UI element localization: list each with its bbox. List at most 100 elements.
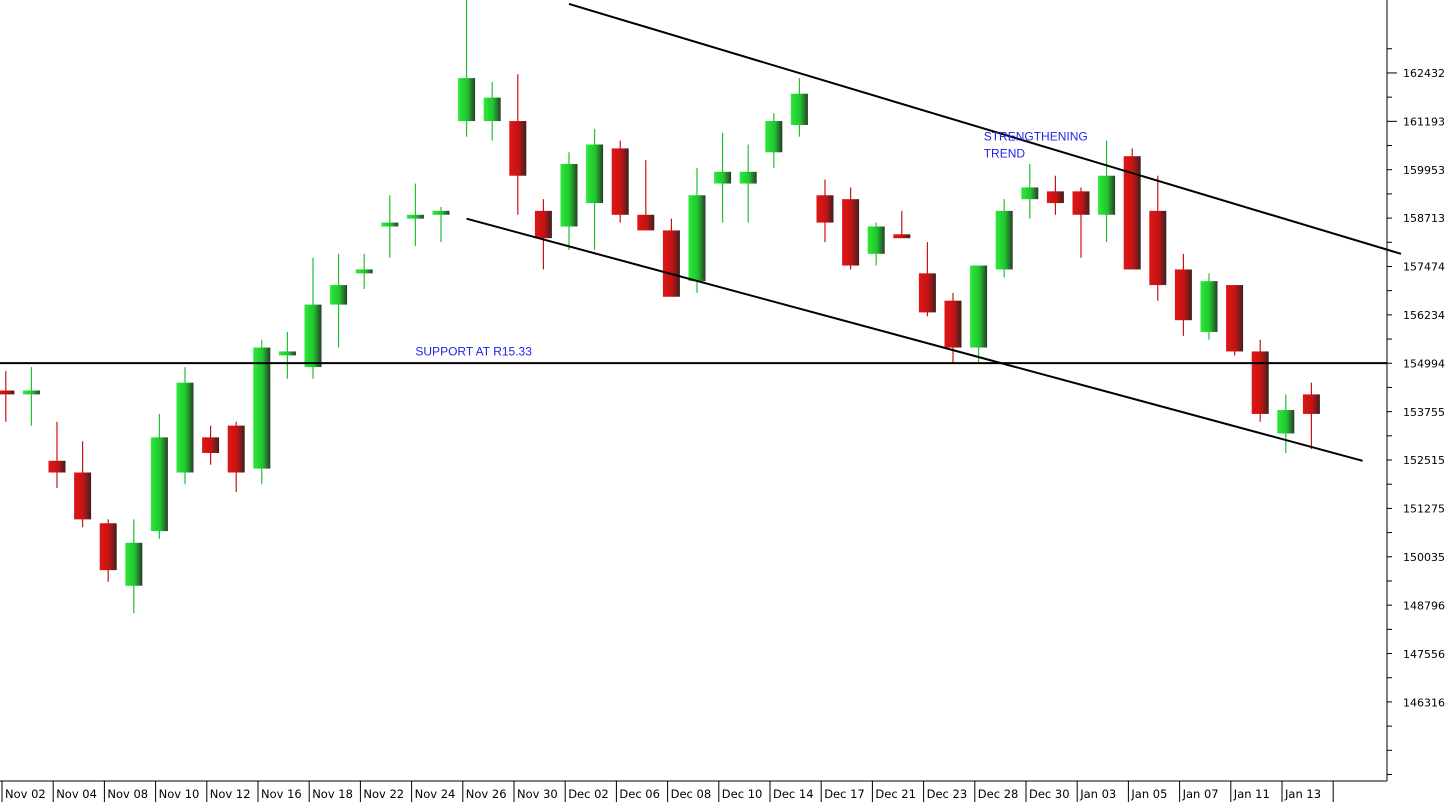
candle-body — [1200, 281, 1218, 332]
candle — [1200, 273, 1218, 340]
candle-body — [406, 214, 424, 219]
candle-body — [790, 93, 808, 125]
candle-body — [662, 230, 680, 297]
y-tick-label: 151275 — [1403, 503, 1445, 516]
candle — [406, 183, 424, 247]
candle-body — [432, 210, 450, 215]
candle-body — [1277, 410, 1295, 434]
candle-body — [739, 171, 757, 184]
x-tick-label: Nov 02 — [5, 787, 46, 801]
candle — [1251, 339, 1269, 422]
plot-area: STRENGTHENING TREND SUPPORT AT R15.33 — [0, 0, 1402, 614]
candle — [227, 421, 245, 493]
x-tick-label: Dec 28 — [978, 787, 1019, 801]
candle-body — [458, 78, 476, 122]
x-tick-label: Dec 10 — [722, 787, 763, 801]
candle-body — [1021, 187, 1039, 200]
annotation-line: STRENGTHENING — [984, 130, 1088, 144]
candle-body — [1123, 156, 1141, 270]
x-tick-label: Dec 06 — [619, 787, 660, 801]
candle-body — [355, 269, 373, 274]
candle-body — [1174, 269, 1192, 321]
y-tick-label: 146316 — [1403, 696, 1445, 709]
x-tick-label: Dec 30 — [1029, 787, 1070, 801]
y-tick-label: 162432 — [1403, 67, 1445, 80]
candle-body — [1072, 191, 1090, 215]
x-tick-label: Jan 03 — [1079, 787, 1116, 801]
candle-body — [304, 304, 322, 368]
candle-body — [227, 425, 245, 473]
candle-body — [253, 347, 271, 469]
candle — [0, 370, 15, 422]
candle — [1174, 253, 1192, 336]
candle — [995, 199, 1013, 278]
candle — [176, 367, 194, 485]
candle-body — [0, 390, 15, 395]
candle-body — [150, 437, 168, 532]
candle — [842, 187, 860, 270]
candle — [611, 140, 629, 223]
y-tick-label: 159953 — [1403, 164, 1445, 177]
y-tick-label: 150035 — [1403, 551, 1445, 564]
candle — [22, 367, 40, 426]
candle — [432, 206, 450, 243]
candle-body — [765, 121, 783, 153]
candle — [1098, 140, 1116, 243]
x-tick-label: Nov 26 — [466, 787, 507, 801]
candle — [739, 144, 757, 223]
candle-body — [509, 121, 527, 176]
x-tick-label: Nov 18 — [312, 787, 353, 801]
x-tick-label: Dec 21 — [875, 787, 916, 801]
x-tick-label: Nov 16 — [261, 787, 302, 801]
candle — [74, 441, 92, 528]
candle — [586, 128, 604, 250]
x-tick-label: Jan 05 — [1130, 787, 1167, 801]
x-tick-label: Nov 08 — [107, 787, 148, 801]
candle — [534, 199, 552, 270]
candle — [278, 331, 296, 379]
candle-body — [918, 273, 936, 313]
x-tick-label: Dec 08 — [671, 787, 712, 801]
candle-body — [48, 460, 66, 473]
candle — [483, 82, 501, 141]
candle-body — [22, 390, 40, 395]
candle — [304, 257, 322, 379]
candle-body — [995, 210, 1013, 270]
y-tick-label: 154994 — [1403, 357, 1445, 370]
candle — [790, 78, 808, 137]
y-tick-label: 156234 — [1403, 309, 1445, 322]
lower-channel-line — [466, 217, 1363, 462]
candle — [637, 160, 655, 231]
candle-body — [278, 351, 296, 356]
y-tick-label: 148796 — [1403, 599, 1445, 612]
candle — [1149, 175, 1167, 301]
candle — [125, 519, 143, 614]
x-tick-label: Dec 14 — [773, 787, 814, 801]
candle-body — [1302, 394, 1320, 414]
candle — [714, 132, 732, 223]
y-tick-label: 152515 — [1403, 454, 1445, 467]
candle-body — [560, 164, 578, 227]
annotation-line: SUPPORT AT R15.33 — [415, 344, 532, 358]
candle — [893, 210, 911, 239]
candle-body — [125, 542, 143, 586]
candle-body — [483, 97, 501, 122]
candle-body — [381, 222, 399, 227]
candle — [1277, 394, 1295, 453]
x-tick-label: Nov 12 — [210, 787, 251, 801]
candle — [944, 292, 962, 364]
candle-body — [816, 195, 834, 223]
candle — [918, 242, 936, 317]
x-tick-label: Nov 24 — [415, 787, 456, 801]
x-tick-label: Jan 07 — [1182, 787, 1219, 801]
x-tick-label: Dec 02 — [568, 787, 609, 801]
candle — [1302, 382, 1320, 450]
candle — [458, 0, 476, 137]
x-tick-label: Nov 04 — [56, 787, 97, 801]
candle-body — [867, 226, 885, 254]
candle-body — [176, 382, 194, 473]
y-tick-label: 157474 — [1403, 261, 1445, 274]
candle — [867, 222, 885, 266]
candle-body — [74, 472, 92, 520]
